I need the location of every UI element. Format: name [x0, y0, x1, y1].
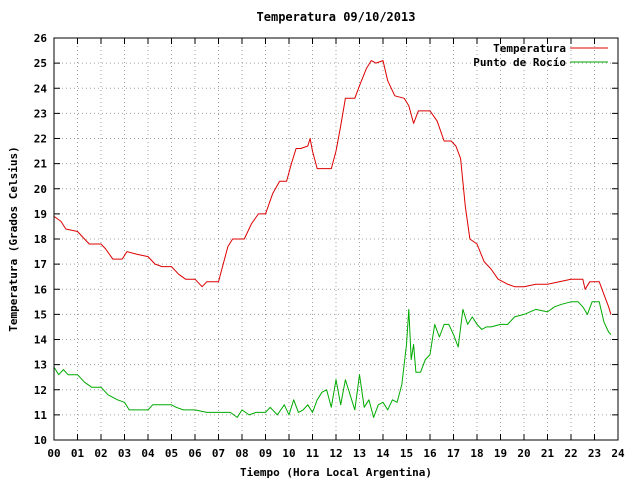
x-tick-label: 06: [188, 447, 202, 460]
x-tick-label: 21: [541, 447, 555, 460]
x-tick-label: 09: [259, 447, 272, 460]
x-tick-label: 20: [517, 447, 530, 460]
y-tick-label: 21: [34, 158, 48, 171]
x-tick-label: 02: [94, 447, 107, 460]
x-tick-label: 05: [165, 447, 178, 460]
x-tick-label: 04: [141, 447, 155, 460]
x-tick-label: 03: [118, 447, 131, 460]
x-tick-label: 22: [564, 447, 577, 460]
x-tick-label: 08: [235, 447, 248, 460]
plot-frame: [53, 37, 619, 441]
y-tick-label: 19: [34, 208, 47, 221]
x-tick-label: 18: [470, 447, 483, 460]
axis-ticks: 00 01 02 03 04 05 06 07 08 09 10 11 12 13 14 15 16 17 18 19…: [34, 32, 625, 460]
x-tick-label: 07: [212, 447, 225, 460]
x-tick-label: 01: [71, 447, 85, 460]
y-tick-label: 15: [34, 308, 47, 321]
y-tick-label: 11: [34, 409, 48, 422]
x-tick-label: 24: [611, 447, 625, 460]
x-axis-label: Tiempo (Hora Local Argentina): [240, 466, 432, 479]
y-tick-label: 10: [34, 434, 47, 447]
y-tick-label: 26: [34, 32, 48, 45]
y-tick-label: 20: [34, 183, 47, 196]
x-tick-label: 23: [588, 447, 601, 460]
x-tick-label: 17: [447, 447, 460, 460]
y-tick-label: 23: [34, 107, 47, 120]
y-tick-label: 12: [34, 384, 47, 397]
y-tick-label: 16: [34, 283, 48, 296]
x-tick-label: 14: [376, 447, 390, 460]
y-tick-label: 25: [34, 57, 47, 70]
temperatura-series-line: [53, 60, 612, 315]
x-tick-label: 19: [494, 447, 507, 460]
x-tick-label: 12: [329, 447, 342, 460]
y-tick-label: 13: [34, 359, 47, 372]
chart-title: Temperatura 09/10/2013: [257, 10, 416, 24]
y-tick-label: 17: [34, 258, 47, 271]
legend-label-punto-de-rocio: Punto de Rocío: [473, 56, 566, 69]
x-tick-label: 13: [353, 447, 366, 460]
x-tick-label: 15: [400, 447, 413, 460]
y-tick-label: 24: [34, 82, 48, 95]
punto-de-rocio-series-line: [53, 301, 612, 418]
x-tick-label: 00: [47, 447, 60, 460]
y-tick-label: 14: [34, 334, 48, 347]
x-tick-label: 11: [306, 447, 320, 460]
x-tick-label: 16: [423, 447, 437, 460]
y-axis-label: Temperatura (Grados Celsius): [7, 146, 20, 331]
x-tick-label: 10: [282, 447, 295, 460]
legend-label-temperatura: Temperatura: [493, 42, 566, 55]
y-tick-label: 18: [34, 233, 47, 246]
y-tick-label: 22: [34, 133, 47, 146]
series-lines: [53, 60, 612, 418]
legend: Temperatura Punto de Rocío: [473, 42, 608, 69]
